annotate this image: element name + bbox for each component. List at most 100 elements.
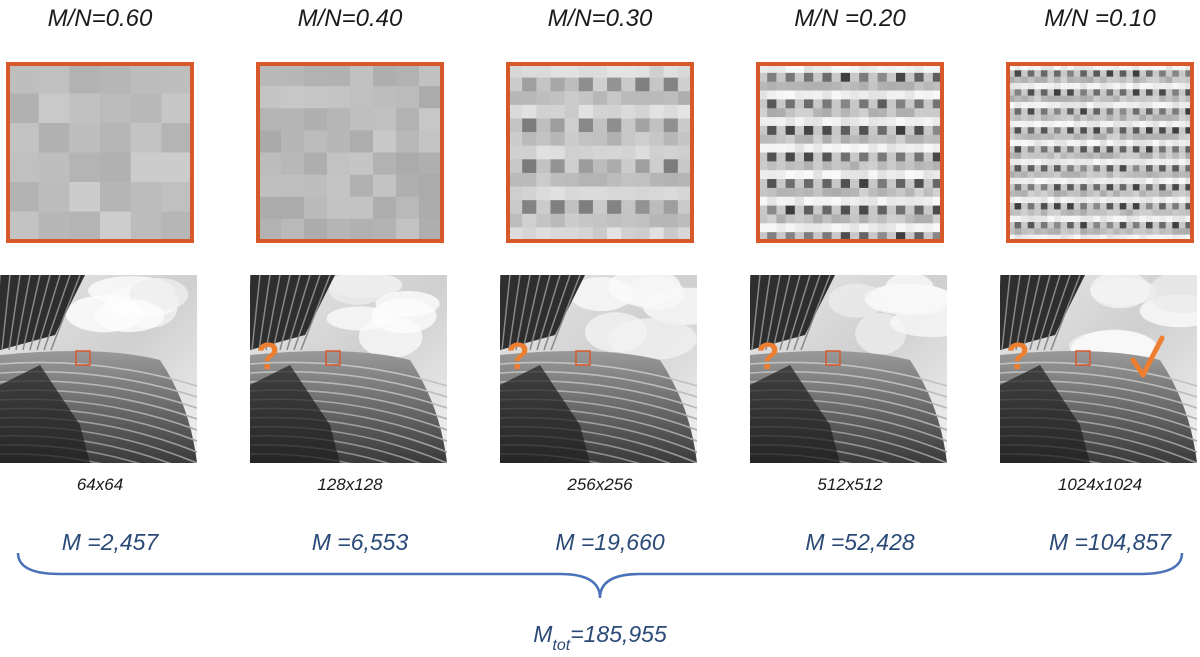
patch-cell xyxy=(776,152,787,162)
patch-cell xyxy=(1106,234,1114,242)
ratio-label: M/N=0.40 xyxy=(298,5,403,32)
patch-cell xyxy=(868,152,879,162)
patch-cell xyxy=(536,104,551,119)
patch-cell xyxy=(1027,171,1035,179)
patch-cell xyxy=(896,125,906,136)
tower-line xyxy=(300,275,331,351)
patch-cell xyxy=(831,223,842,233)
patch-cell xyxy=(1067,108,1075,116)
patch-cell xyxy=(1008,158,1016,166)
patch-cell xyxy=(1008,120,1016,128)
patch-cell xyxy=(1040,203,1048,210)
patch-cell xyxy=(1014,82,1022,90)
patch-cell xyxy=(794,64,805,74)
patch-cell xyxy=(840,152,851,162)
patch-cell xyxy=(1146,146,1154,153)
patch-cell xyxy=(794,125,805,136)
patch-cell xyxy=(868,125,879,136)
patch-cell xyxy=(1086,89,1094,97)
patch-cell xyxy=(1126,101,1134,109)
patch-cell xyxy=(1106,177,1114,185)
patch-cell xyxy=(1086,184,1094,191)
patch-cell xyxy=(1080,196,1088,204)
total-value: =185,955 xyxy=(570,621,667,647)
patch-cell xyxy=(1067,184,1075,191)
patch-cell xyxy=(850,72,860,83)
patch-cell xyxy=(1040,64,1048,71)
patch-cell xyxy=(1014,222,1022,229)
floor-line xyxy=(500,361,697,387)
patch-cell xyxy=(1073,158,1081,166)
patch-cell xyxy=(304,218,328,242)
patch-cell xyxy=(1047,190,1055,198)
patch-cell xyxy=(1178,158,1186,166)
patch-cell xyxy=(677,200,693,215)
patch-cell xyxy=(1165,177,1173,185)
patch-cell xyxy=(758,196,768,207)
patch-cell xyxy=(281,86,305,109)
patch-cell xyxy=(758,179,768,189)
patch-cell xyxy=(1073,209,1081,217)
patch-cell xyxy=(1126,76,1134,84)
patch-cell xyxy=(1185,215,1193,223)
patch-cell xyxy=(877,205,888,215)
patch-cell xyxy=(1165,158,1173,166)
patch-cell xyxy=(1146,222,1154,229)
patch-cell xyxy=(813,125,823,136)
patch-cell xyxy=(564,159,580,174)
measurement-label: M =104,857 xyxy=(1049,529,1172,555)
patch-cell xyxy=(1126,82,1134,90)
patch-cell xyxy=(1100,89,1108,97)
patch-cell xyxy=(1126,222,1134,229)
patch-cell xyxy=(896,187,906,198)
patch-cell xyxy=(1139,82,1147,90)
patch-cell xyxy=(1178,101,1186,109)
patch-cell xyxy=(1119,146,1127,153)
patch-cell xyxy=(1040,101,1048,109)
patch-cell xyxy=(1126,158,1134,166)
patch-cell xyxy=(1146,82,1154,90)
patch-cell xyxy=(840,187,851,198)
patch-cell xyxy=(896,179,906,189)
measurement-label: M =52,428 xyxy=(805,529,915,555)
patch-cell xyxy=(396,174,420,198)
patch-cell xyxy=(1152,70,1160,78)
patch-cell xyxy=(794,152,805,162)
patch-cell xyxy=(1172,114,1180,122)
patch-cell xyxy=(1165,70,1173,78)
patch-cell xyxy=(1146,114,1154,122)
patch-cell xyxy=(1152,196,1160,204)
patch-cell xyxy=(1021,158,1029,166)
patch-cell xyxy=(831,117,842,127)
patch-cell xyxy=(813,223,823,233)
patch-cell xyxy=(550,200,566,215)
patch-cell xyxy=(1060,209,1068,217)
patch-cell xyxy=(635,145,651,160)
patch-cell xyxy=(522,64,537,79)
patch-cell xyxy=(1086,177,1094,185)
patch-cell xyxy=(1060,234,1068,242)
patch-cell xyxy=(1008,190,1016,198)
patch-cell xyxy=(1126,190,1134,198)
patch-cell xyxy=(1132,184,1140,191)
patch-cell xyxy=(1126,108,1134,116)
patch-cell xyxy=(578,132,594,147)
patch-cell xyxy=(1159,133,1167,141)
patch-cell xyxy=(794,223,805,233)
patch-cell xyxy=(1086,95,1094,103)
patch-cell xyxy=(1139,127,1147,135)
patch-cell xyxy=(508,159,523,174)
patch-cell xyxy=(1021,70,1029,78)
patch-cell xyxy=(621,77,636,92)
patch-cell xyxy=(804,99,814,109)
patch-cell xyxy=(1119,70,1127,78)
patch-cell xyxy=(1093,215,1101,223)
patch-cell xyxy=(914,64,925,74)
patch-cell xyxy=(1067,190,1075,198)
patch-cell xyxy=(932,108,943,118)
patch-cell xyxy=(914,179,925,189)
patch-cell xyxy=(1067,82,1075,90)
patch-cell xyxy=(1080,139,1088,147)
patch-cell xyxy=(1034,114,1042,122)
patch-cell xyxy=(831,64,842,74)
